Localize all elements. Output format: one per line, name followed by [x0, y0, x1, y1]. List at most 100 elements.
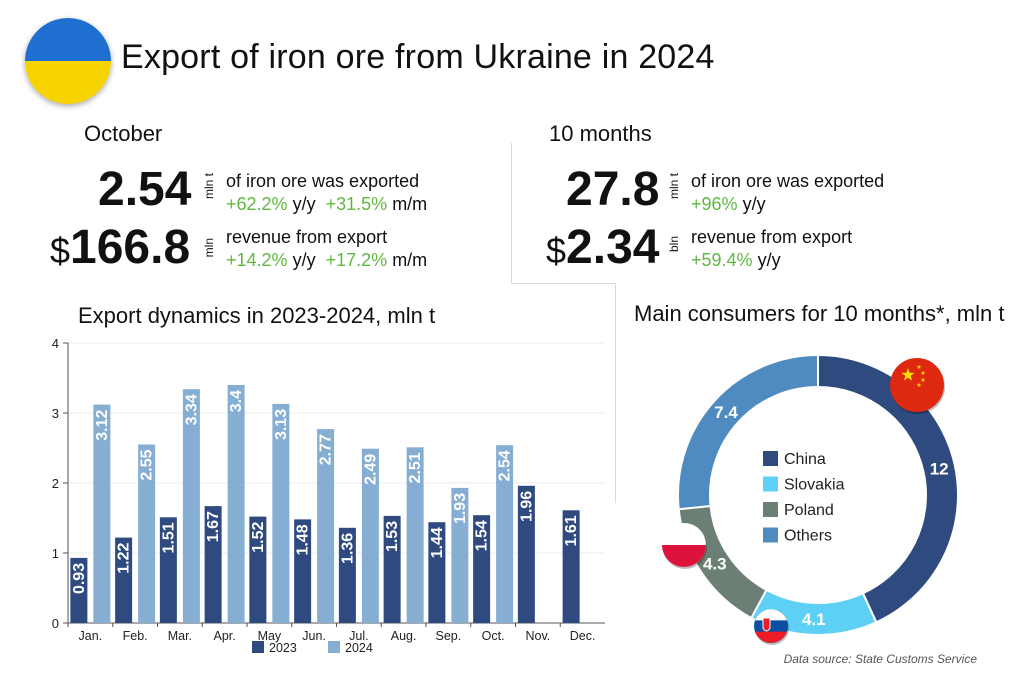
x-tick-label: Oct. [482, 629, 505, 643]
bar-2023 [338, 527, 356, 623]
bar-value-label: 1.93 [452, 493, 469, 524]
ten-months-revenue-value: $2.34 [546, 224, 659, 275]
x-tick-label: Mar. [168, 629, 192, 643]
star-icon [920, 370, 926, 376]
october-volume-label: of iron ore was exported [226, 171, 420, 191]
x-tick-label: Jan. [79, 629, 103, 643]
bar-chart-title: Export dynamics in 2023-2024, mln t [78, 303, 436, 328]
china-flag-icon [890, 358, 944, 412]
x-tick-label: Jun. [302, 629, 326, 643]
x-tick-label: Dec. [570, 629, 596, 643]
page-title: Export of iron ore from Ukraine in 2024 [121, 38, 715, 76]
bar-value-label: 3.12 [94, 409, 111, 440]
bar-2024 [182, 389, 200, 623]
ten-months-revenue-unit: bln [667, 236, 681, 253]
star-icon [901, 368, 915, 381]
bar-2024 [496, 445, 514, 623]
bar-value-label: 1.52 [250, 521, 267, 552]
y-tick-label: 3 [52, 406, 59, 421]
bar-2023 [204, 506, 222, 623]
legend-label-others: Others [784, 528, 832, 545]
ten-months-volume-yy-suffix: y/y [742, 194, 766, 214]
ten-months-volume-unit: mln t [667, 173, 681, 200]
bar-2024 [227, 385, 245, 623]
bar-2023 [428, 522, 446, 623]
october-revenue-unit: mln [202, 238, 216, 258]
legend-swatch-china [763, 451, 778, 466]
legend-label-2024: 2024 [345, 641, 373, 655]
slovakia-coat-of-arms-icon [762, 617, 771, 632]
october-volume-value: 2.54 [98, 163, 192, 216]
bar-2024 [406, 447, 424, 623]
ten-months-revenue-label: revenue from export [691, 227, 853, 247]
divider-vertical [511, 143, 512, 283]
bar-value-label: 1.67 [205, 511, 222, 542]
bar-2024 [138, 444, 156, 623]
october-volume-yy: +62.2% [226, 194, 288, 214]
bar-value-label: 1.48 [295, 524, 312, 555]
october-volume-changes: +62.2% y/y +31.5% m/m [226, 194, 427, 214]
ten-months-volume-label: of iron ore was exported [691, 171, 885, 191]
x-tick-label: May [258, 629, 282, 643]
ten-months-volume-changes: +96% y/y [691, 194, 766, 214]
october-revenue-label: revenue from export [226, 227, 388, 247]
october-volume-yy-suffix: y/y [292, 194, 316, 214]
y-tick-label: 4 [52, 336, 59, 351]
bar-2023 [115, 537, 133, 623]
october-revenue-yy-suffix: y/y [292, 250, 316, 270]
pie-chart: 12 4.1 4.3 7.4 China Slovakia Poland Others [662, 353, 959, 645]
donut-value-label: 12 [930, 460, 949, 479]
bar-2023 [294, 519, 312, 623]
slovakia-flag-icon [754, 609, 788, 643]
ten-months-revenue-number: 2.34 [566, 221, 660, 274]
slovakia-flag-red [755, 631, 787, 643]
donut-value-label: 7.4 [714, 403, 738, 422]
bar-value-label: 1.61 [563, 515, 580, 546]
divider-vertical-lower [615, 283, 616, 503]
ten-months-volume-yy: +96% [691, 194, 738, 214]
legend-label-slovakia: Slovakia [784, 477, 845, 494]
legend-label-china: China [784, 451, 826, 468]
pie-chart-title: Main consumers for 10 months*, mln t [634, 301, 1005, 326]
x-tick-label: Sep. [436, 629, 462, 643]
star-icon [916, 364, 922, 370]
bar-2023 [249, 516, 267, 623]
october-volume-mm-suffix: m/m [392, 194, 428, 214]
bar-value-label: 1.96 [518, 491, 535, 522]
october-volume-mm: +31.5% [325, 194, 388, 214]
bar-value-label: 2.54 [497, 450, 514, 481]
donut-value-label: 4.1 [802, 610, 826, 629]
ten-months-revenue-yy: +59.4% [691, 250, 753, 270]
october-revenue-mm: +17.2% [325, 250, 388, 270]
y-tick-label: 1 [52, 546, 59, 561]
bar-value-label: 3.13 [273, 409, 290, 440]
star-icon [916, 382, 922, 388]
y-tick-label: 0 [52, 616, 59, 631]
legend-label-2023: 2023 [269, 641, 297, 655]
bar-value-label: 3.4 [228, 390, 245, 412]
october-revenue-mm-suffix: m/m [392, 250, 428, 270]
legend-swatch-2023 [252, 641, 264, 653]
bar-2023 [517, 485, 535, 623]
ukraine-flag-icon [25, 18, 111, 104]
y-tick-label: 2 [52, 476, 59, 491]
bar-2024 [272, 403, 290, 623]
bar-value-label: 2.49 [362, 454, 379, 485]
bar-value-label: 2.51 [407, 452, 424, 483]
bar-2024 [93, 404, 111, 623]
october-revenue-currency: $ [50, 230, 71, 271]
october-revenue-value: $166.8 [50, 224, 190, 275]
bar-value-label: 1.53 [384, 521, 401, 552]
bar-2023 [70, 557, 88, 623]
bar-value-label: 1.51 [160, 522, 177, 553]
ten-months-heading: 10 months [549, 121, 652, 146]
legend-swatch-others [763, 527, 778, 543]
divider-horizontal [511, 283, 616, 284]
october-volume-unit: mln t [202, 173, 216, 200]
donut-slice-others [677, 353, 819, 511]
x-tick-label: Feb. [123, 629, 148, 643]
october-heading: October [84, 121, 163, 146]
x-tick-label: Aug. [391, 629, 417, 643]
bar-2024 [451, 487, 469, 623]
bar-value-label: 3.34 [183, 394, 200, 425]
